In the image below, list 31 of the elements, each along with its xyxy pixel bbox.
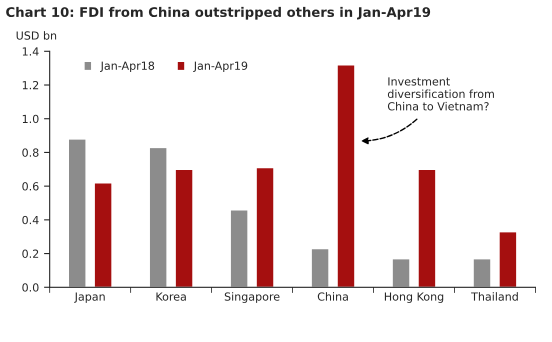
x-tick-label: Korea (156, 292, 186, 301)
y-tick-label: 1.2 (22, 80, 38, 90)
x-tick-label: Singapore (224, 292, 280, 303)
y-tick-label: 1.0 (22, 114, 39, 124)
bar (230, 209, 249, 288)
bar (498, 230, 518, 288)
x-tick-label: Thailand (471, 292, 518, 301)
y-tick-label: 0.2 (22, 250, 38, 258)
y-axis-title: USD bn (16, 31, 56, 40)
y-tick-label: 0.0 (22, 283, 39, 292)
annotation: Investment diversification from China to Vietnam? (388, 77, 494, 110)
bar (255, 166, 275, 288)
bar (391, 258, 411, 288)
y-tick-label: 1.4 (22, 47, 39, 56)
bar (148, 146, 168, 288)
legend-label: Jan-Apr18 (100, 62, 154, 72)
x-tick-label: China (318, 292, 348, 301)
x-tick-label: Japan (74, 292, 105, 303)
chart-title: Chart 10: FDI from China outstripped others in Jan-Apr19 (6, 6, 430, 20)
x-tick-label: Hong Kong (384, 292, 444, 303)
y-tick-label: 0.6 (22, 182, 39, 191)
bar (94, 182, 113, 288)
bar (68, 138, 87, 288)
bar (310, 248, 330, 288)
bar (472, 258, 492, 288)
bar (174, 168, 194, 288)
y-tick-label: 0.4 (22, 216, 39, 224)
legend-label: Jan-Apr19 (193, 62, 248, 72)
y-tick-label: 0.8 (22, 148, 39, 157)
bar (336, 64, 356, 288)
bar (417, 168, 437, 288)
